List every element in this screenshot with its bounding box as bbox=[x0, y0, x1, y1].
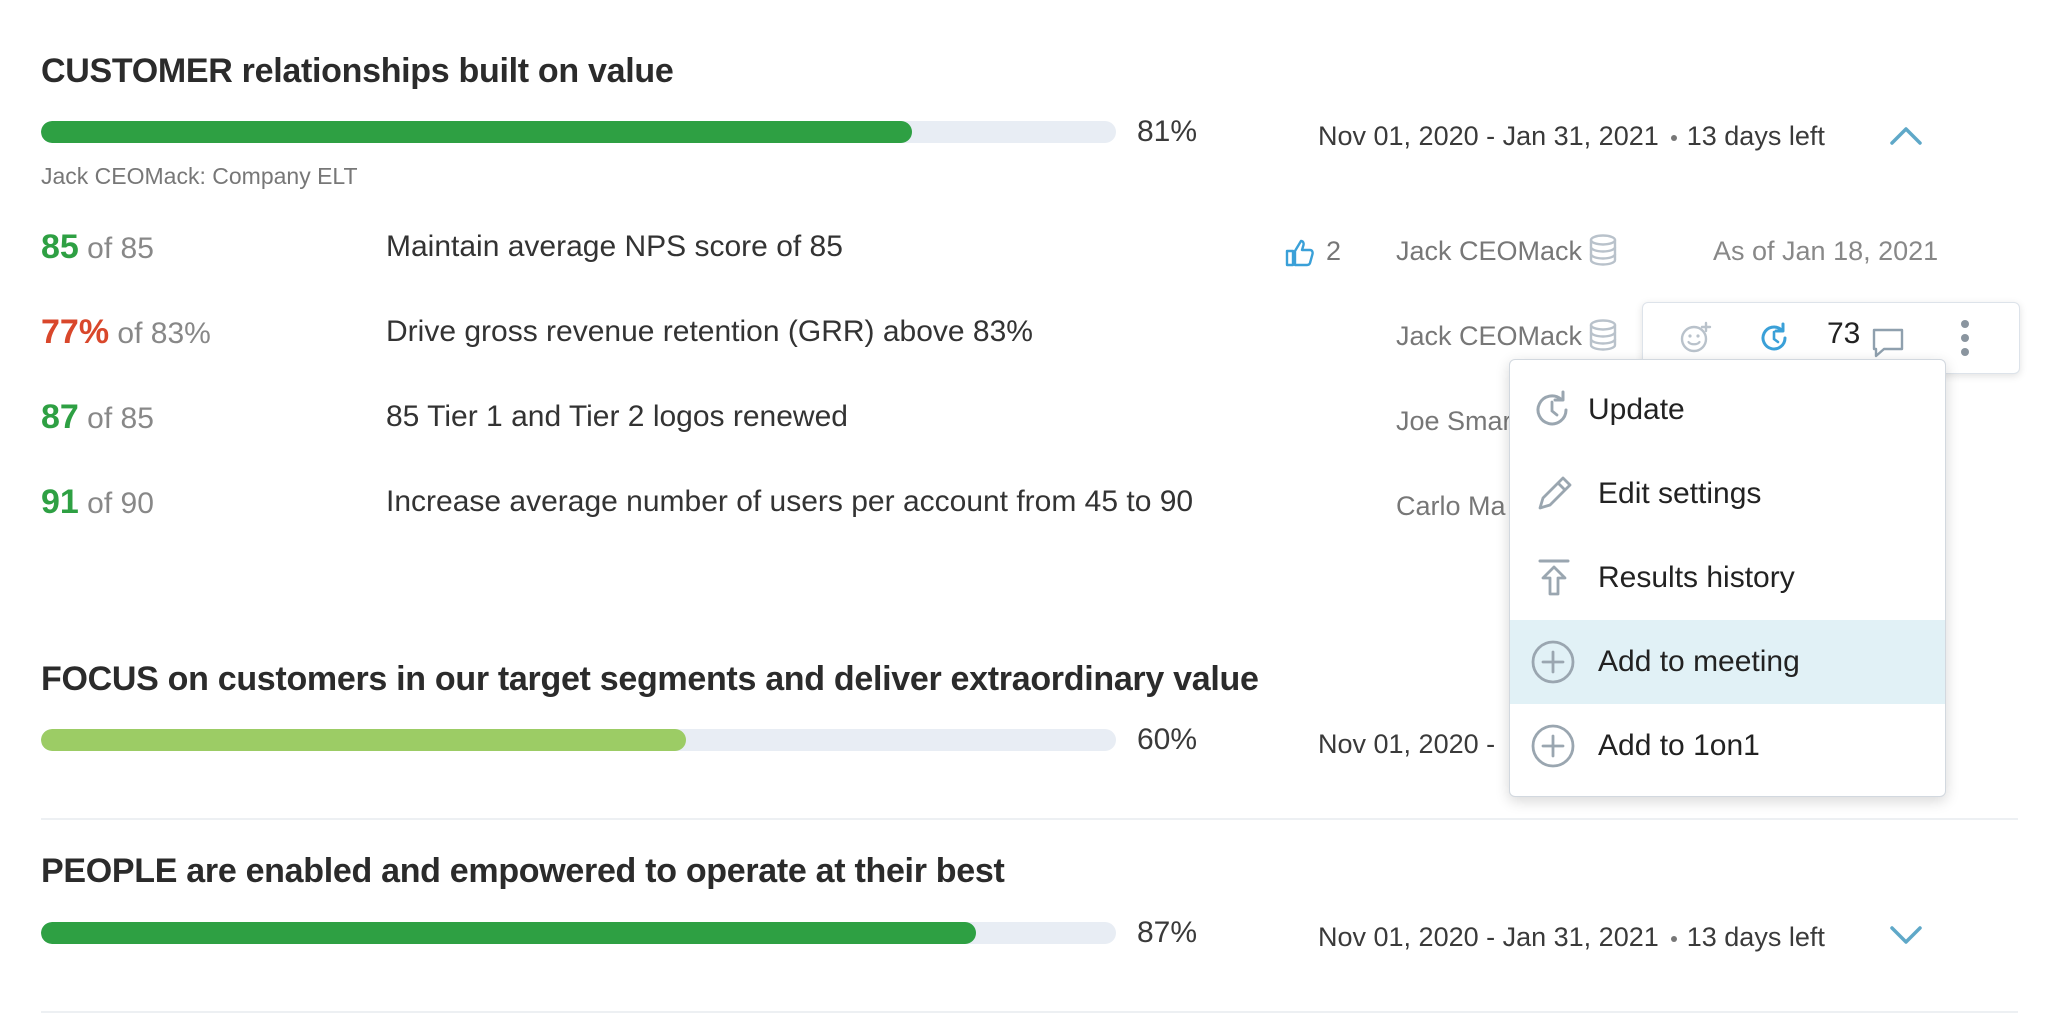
days-left-text: 13 days left bbox=[1686, 121, 1825, 151]
update-icon bbox=[1536, 390, 1568, 426]
kr-current-value: 77% bbox=[41, 313, 110, 351]
objective-title[interactable]: FOCUS on customers in our target segment… bbox=[41, 660, 1259, 698]
comment-count: 73 bbox=[1827, 317, 1861, 350]
comment-icon[interactable] bbox=[1871, 327, 1905, 359]
kr-title[interactable]: Drive gross revenue retention (GRR) abov… bbox=[386, 315, 1033, 348]
kr-score: 85 of 85 bbox=[41, 228, 154, 267]
menu-item-label: Edit settings bbox=[1598, 477, 1762, 510]
progress-percent: 81% bbox=[1137, 115, 1198, 148]
kr-title[interactable]: Increase average number of users per acc… bbox=[386, 485, 1194, 518]
kr-target-value: of 90 bbox=[87, 487, 154, 520]
update-icon[interactable] bbox=[1757, 321, 1791, 355]
days-left-text: 13 days left bbox=[1686, 922, 1825, 952]
upload-history-icon bbox=[1538, 559, 1570, 596]
objective-progress-bar bbox=[41, 729, 1116, 751]
section-divider bbox=[41, 1011, 2018, 1013]
objective-date-range: Nov 01, 2020 - bbox=[1318, 729, 1496, 759]
date-range-text: Nov 01, 2020 - Jan 31, 2021 bbox=[1318, 922, 1659, 952]
progress-percent: 87% bbox=[1137, 916, 1198, 949]
objective-title[interactable]: PEOPLE are enabled and empowered to oper… bbox=[41, 852, 1005, 890]
likes-count: 2 bbox=[1326, 236, 1342, 266]
menu-item-label: Results history bbox=[1598, 561, 1795, 594]
kr-owner[interactable]: Joe Smar bbox=[1396, 406, 1512, 436]
menu-item-edit-settings[interactable]: Edit settings bbox=[1510, 452, 1945, 536]
kr-title[interactable]: 85 Tier 1 and Tier 2 logos renewed bbox=[386, 400, 848, 433]
database-icon bbox=[1589, 319, 1617, 351]
progress-fill bbox=[41, 121, 912, 143]
kr-as-of-date: As of Jan 18, 2021 bbox=[1713, 236, 1939, 266]
menu-item-results-history[interactable]: Results history bbox=[1510, 536, 1945, 620]
database-icon bbox=[1589, 234, 1617, 266]
menu-item-label: Add to meeting bbox=[1598, 645, 1800, 678]
progress-fill bbox=[41, 922, 977, 944]
pencil-icon bbox=[1538, 476, 1572, 510]
thumbs-up-icon[interactable] bbox=[1283, 237, 1315, 269]
progress-fill bbox=[41, 729, 686, 751]
more-vertical-icon[interactable] bbox=[1957, 317, 1973, 359]
menu-item-add-to-1on1[interactable]: Add to 1on1 bbox=[1510, 704, 1945, 788]
kr-owner[interactable]: Jack CEOMack bbox=[1396, 236, 1583, 266]
kr-target-value: of 85 bbox=[87, 402, 154, 435]
menu-item-label: Add to 1on1 bbox=[1598, 729, 1760, 762]
kr-score: 87 of 85 bbox=[41, 398, 154, 437]
chevron-up-icon[interactable] bbox=[1886, 116, 1926, 156]
menu-item-update[interactable]: Update bbox=[1510, 368, 1945, 452]
chevron-down-icon[interactable] bbox=[1886, 915, 1926, 955]
kr-score: 77% of 83% bbox=[41, 313, 211, 352]
objective-date-range: Nov 01, 2020 - Jan 31, 2021 13 days left bbox=[1318, 922, 1825, 953]
kr-score: 91 of 90 bbox=[41, 483, 154, 522]
kr-target-value: of 83% bbox=[117, 317, 211, 350]
kr-current-value: 85 bbox=[41, 228, 79, 266]
separator-dot bbox=[1670, 935, 1677, 942]
kr-title[interactable]: Maintain average NPS score of 85 bbox=[386, 230, 843, 263]
objective-progress-bar bbox=[41, 922, 1116, 944]
kr-current-value: 91 bbox=[41, 483, 79, 521]
context-menu: Update Edit settings Results history Add… bbox=[1509, 359, 1946, 797]
progress-percent: 60% bbox=[1137, 723, 1198, 756]
menu-item-add-to-meeting[interactable]: Add to meeting bbox=[1510, 620, 1945, 704]
kr-current-value: 87 bbox=[41, 398, 79, 436]
plus-circle-icon bbox=[1531, 640, 1575, 684]
add-reaction-icon[interactable] bbox=[1679, 321, 1713, 355]
date-range-text: Nov 01, 2020 - Jan 31, 2021 bbox=[1318, 121, 1659, 151]
kr-owner[interactable]: Jack CEOMack bbox=[1396, 321, 1583, 351]
plus-circle-icon bbox=[1531, 724, 1575, 768]
section-divider bbox=[41, 818, 2018, 820]
menu-item-label: Update bbox=[1588, 393, 1685, 426]
kr-owner[interactable]: Carlo Ma bbox=[1396, 491, 1506, 521]
objective-title[interactable]: CUSTOMER relationships built on value bbox=[41, 52, 674, 90]
objective-progress-bar bbox=[41, 121, 1116, 143]
separator-dot bbox=[1670, 134, 1677, 141]
objective-date-range: Nov 01, 2020 - Jan 31, 2021 13 days left bbox=[1318, 121, 1825, 152]
kr-target-value: of 85 bbox=[87, 232, 154, 265]
objective-owner-line[interactable]: Jack CEOMack: Company ELT bbox=[41, 163, 358, 189]
